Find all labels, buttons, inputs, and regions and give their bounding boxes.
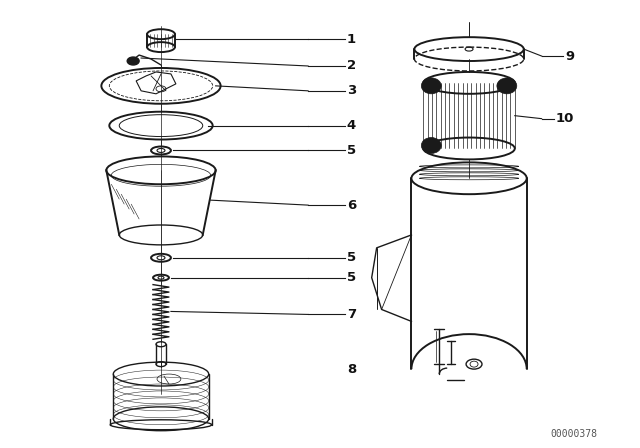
Text: 8: 8 xyxy=(347,362,356,375)
Text: 9: 9 xyxy=(566,50,575,63)
Text: 1: 1 xyxy=(347,33,356,46)
Ellipse shape xyxy=(497,78,516,94)
Text: 10: 10 xyxy=(556,112,574,125)
Text: 3: 3 xyxy=(347,84,356,97)
Ellipse shape xyxy=(421,138,441,154)
Ellipse shape xyxy=(127,57,139,65)
Text: 2: 2 xyxy=(347,60,356,73)
Text: 4: 4 xyxy=(347,119,356,132)
Text: 7: 7 xyxy=(347,308,356,321)
Text: 5: 5 xyxy=(347,251,356,264)
Ellipse shape xyxy=(421,78,441,94)
Text: 5: 5 xyxy=(347,271,356,284)
Text: 00000378: 00000378 xyxy=(550,429,597,439)
Text: 6: 6 xyxy=(347,198,356,211)
Text: 5: 5 xyxy=(347,144,356,157)
